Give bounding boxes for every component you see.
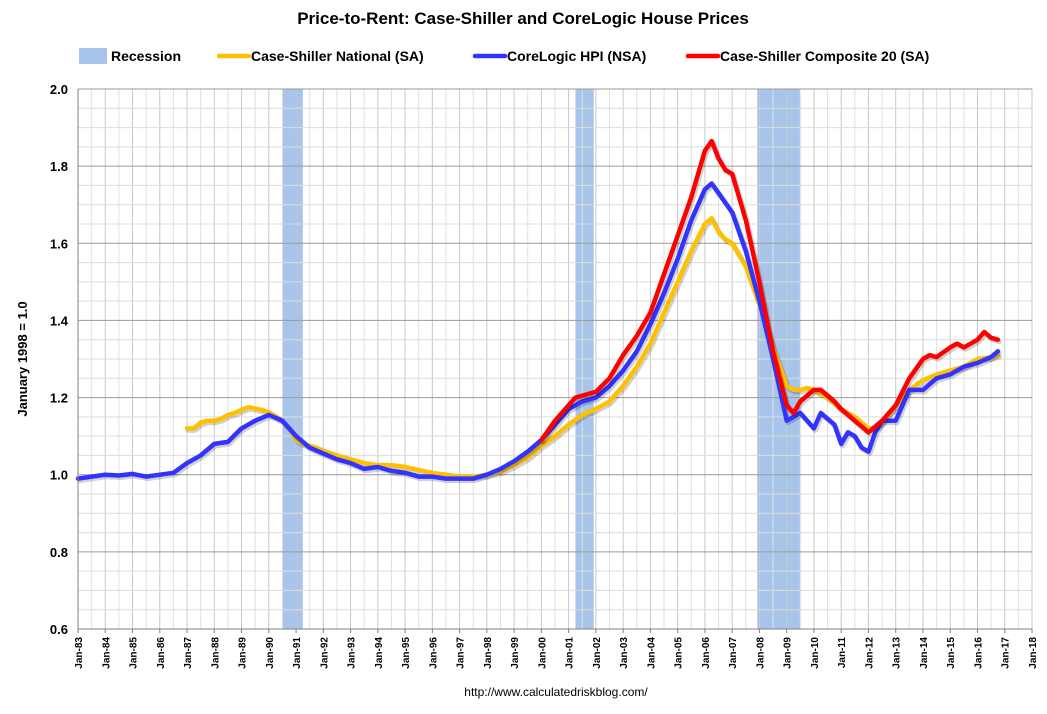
x-tick-label: Jan-95: [401, 637, 412, 669]
x-tick-label: Jan-04: [646, 637, 657, 669]
x-tick-label: Jan-18: [1028, 637, 1039, 669]
x-tick-label: Jan-85: [129, 637, 140, 669]
x-tick-label: Jan-12: [864, 637, 875, 669]
legend-label: Recession: [111, 48, 181, 64]
x-tick-label: Jan-16: [973, 637, 984, 669]
x-tick-label: Jan-83: [74, 637, 85, 669]
x-tick-label: Jan-99: [510, 637, 521, 669]
y-tick-labels: 0.6 0.8 1.0 1.2 1.4 1.6 1.8 2.0: [50, 82, 69, 637]
x-tick-label: Jan-91: [292, 637, 303, 669]
x-tick-label: Jan-11: [837, 637, 848, 669]
x-tick-label: Jan-05: [674, 637, 685, 669]
y-tick-label: 1.6: [50, 236, 68, 251]
y-tick-label: 2.0: [50, 82, 68, 97]
case-shiller-composite-20-sa-line: [539, 138, 1001, 443]
y-tick-label: 1.0: [50, 468, 68, 483]
y-tick-label: 1.8: [50, 159, 68, 174]
x-tick-label: Jan-97: [456, 637, 467, 669]
x-tick-label: Jan-93: [347, 637, 358, 669]
x-tick-label: Jan-96: [428, 637, 439, 669]
x-tick-label: Jan-03: [619, 637, 630, 669]
y-axis-label: January 1998 = 1.0: [15, 301, 30, 416]
x-tick-label: Jan-07: [728, 637, 739, 669]
y-tick-label: 0.8: [50, 545, 68, 560]
y-tick-label: 0.6: [50, 622, 68, 637]
x-tick-label: Jan-08: [755, 637, 766, 669]
corelogic-hpi-nsa-line: [75, 181, 1001, 481]
x-tick-label: Jan-92: [319, 637, 330, 669]
x-tick-label: Jan-87: [183, 637, 194, 669]
legend-label: Case-Shiller Composite 20 (SA): [720, 48, 929, 64]
x-tick-label: Jan-17: [1001, 637, 1012, 669]
x-tick-label: Jan-02: [592, 637, 603, 669]
x-tick-label: Jan-15: [946, 637, 957, 669]
legend-label: Case-Shiller National (SA): [251, 48, 424, 64]
x-tick-label: Jan-06: [701, 637, 712, 669]
legend: Recession Case-Shiller National (SA) CoreL…: [79, 48, 929, 64]
x-tick-label: Jan-88: [210, 637, 221, 669]
legend-recession-swatch: [79, 48, 107, 64]
y-tick-label: 1.4: [50, 313, 69, 328]
x-tick-label: Jan-89: [238, 637, 249, 669]
series-lines: [75, 138, 1002, 484]
x-tick-label: Jan-01: [565, 637, 576, 669]
x-tick-label: Jan-00: [537, 637, 548, 669]
source-url: http://www.calculatedriskblog.com/: [464, 685, 648, 699]
x-tick-label: Jan-10: [810, 637, 821, 669]
x-tick-label: Jan-94: [374, 637, 385, 669]
x-tick-label: Jan-14: [919, 637, 930, 669]
legend-label: CoreLogic HPI (NSA): [507, 48, 646, 64]
y-tick-label: 1.2: [50, 391, 68, 406]
x-tick-labels: Jan-83 Jan-84 Jan-85 Jan-86 Jan-87 Jan-88 Jan-…: [74, 629, 1039, 669]
x-tick-label: Jan-86: [156, 637, 167, 669]
x-tick-label: Jan-09: [783, 637, 794, 669]
x-tick-label: Jan-84: [101, 637, 112, 669]
chart-title: Price-to-Rent: Case-Shiller and CoreLogi…: [297, 9, 749, 28]
axes: [77, 89, 1032, 630]
x-tick-label: Jan-13: [892, 637, 903, 669]
x-tick-label: Jan-90: [265, 637, 276, 669]
x-tick-label: Jan-98: [483, 637, 494, 669]
